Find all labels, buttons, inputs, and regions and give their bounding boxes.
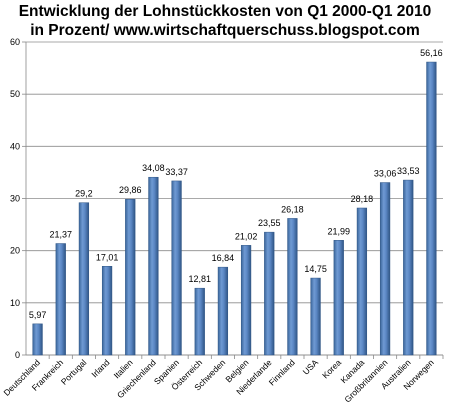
- data-label: 21,37: [49, 230, 72, 240]
- bar: [287, 218, 298, 356]
- y-tick-label: 60: [10, 37, 20, 47]
- data-label: 33,06: [374, 169, 397, 179]
- y-tick-label: 40: [10, 141, 20, 151]
- data-label: 33,53: [397, 166, 420, 176]
- data-label: 29,2: [75, 189, 93, 199]
- data-label: 34,08: [142, 163, 165, 173]
- data-label: 5,97: [29, 310, 47, 320]
- y-tick-label: 50: [10, 89, 20, 99]
- data-label: 23,55: [258, 218, 281, 228]
- y-tick-label: 10: [10, 298, 20, 308]
- bar: [379, 182, 391, 356]
- y-tick-label: 0: [15, 350, 20, 360]
- bar: [310, 277, 321, 356]
- category-label: Finnland: [267, 357, 297, 387]
- bar: [426, 61, 437, 356]
- data-labels: 5,97 21,37 29,2 17,01 29,86 34,08 33,37 12,81 16…: [29, 48, 443, 320]
- data-label: 16,84: [212, 253, 235, 263]
- data-label: 33,37: [165, 167, 188, 177]
- chart-title-line2: in Prozent/ www.wirtschaftquerschuss.blo…: [30, 22, 420, 39]
- chart-title-line1: Entwicklung der Lohnstückkosten von Q1 2…: [18, 3, 432, 20]
- bar: [101, 266, 113, 356]
- axes: 0 10 20 30 40 50 60: [10, 37, 444, 360]
- category-label: USA: [301, 357, 321, 377]
- bar: [78, 202, 90, 356]
- data-label: 14,75: [304, 264, 327, 274]
- data-label: 56,16: [420, 48, 443, 58]
- bar: [171, 180, 182, 356]
- data-label: 29,86: [119, 185, 142, 195]
- data-label: 21,99: [327, 226, 350, 236]
- data-label: 21,02: [235, 231, 258, 241]
- bar: [148, 176, 159, 356]
- y-tick-label: 30: [10, 194, 20, 204]
- y-tick-label: 20: [10, 246, 20, 256]
- data-label: 17,01: [96, 252, 119, 262]
- chart-title: Entwicklung der Lohnstückkosten von Q1 2…: [0, 2, 450, 40]
- bar: [264, 231, 275, 356]
- category-label: Portugal: [59, 357, 89, 387]
- data-label: 12,81: [188, 274, 211, 284]
- bar: [194, 287, 205, 356]
- bars: [32, 61, 437, 356]
- data-label: 26,18: [281, 204, 304, 214]
- bar: [356, 207, 368, 356]
- bar: [32, 323, 43, 356]
- bar: [55, 243, 66, 356]
- bar: [333, 240, 344, 356]
- bar: [403, 179, 414, 356]
- data-label: 28,18: [351, 194, 374, 204]
- bar: [217, 266, 229, 356]
- bar: [125, 198, 136, 356]
- category-label: Irland: [89, 357, 111, 379]
- bar: [240, 245, 252, 356]
